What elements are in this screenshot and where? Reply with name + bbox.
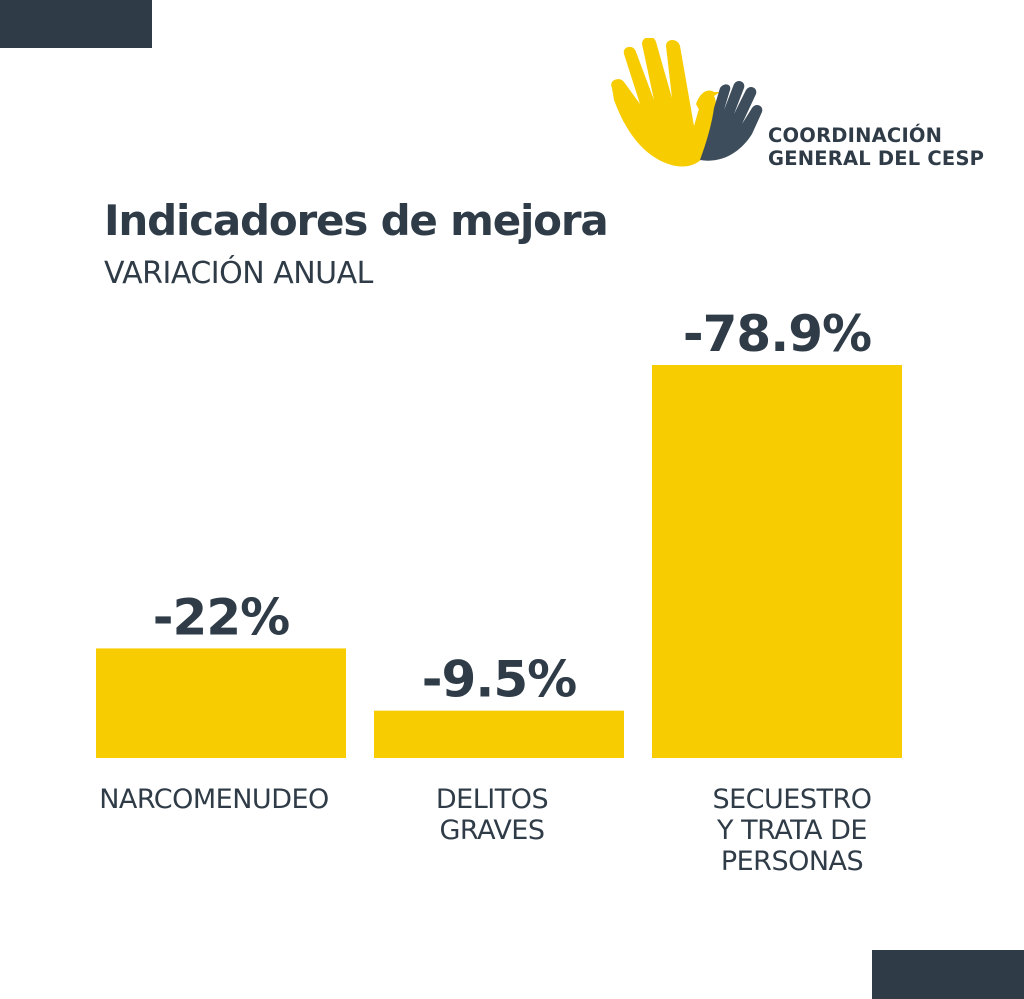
org-logo: COORDINACIÓN GENERAL DEL CESP (596, 38, 996, 178)
bar-2 (374, 710, 624, 758)
chart-title: Indicadores de mejora (104, 196, 609, 245)
bar-value-label-3: -78.9% (683, 305, 871, 363)
category-label-2: DELITOS GRAVES (435, 784, 549, 846)
bar-value-label-2: -9.5% (422, 651, 576, 709)
category-label-3: SECUESTRO Y TRATA DE PERSONAS (712, 784, 872, 877)
hands-with-dove-icon (611, 38, 763, 167)
corner-block-bottom-right (872, 950, 1024, 999)
corner-block-top-left (0, 0, 152, 48)
category-label-1: NARCOMENUDEO (99, 784, 329, 815)
bar-1 (96, 648, 346, 758)
org-name-line1: COORDINACIÓN (768, 124, 943, 147)
org-name-line2: GENERAL DEL CESP (768, 147, 985, 170)
chart-subtitle: VARIACIÓN ANUAL (104, 256, 373, 291)
bar-value-label-1: -22% (153, 588, 289, 646)
org-name: COORDINACIÓN GENERAL DEL CESP (768, 124, 984, 170)
bar-3 (652, 365, 902, 758)
